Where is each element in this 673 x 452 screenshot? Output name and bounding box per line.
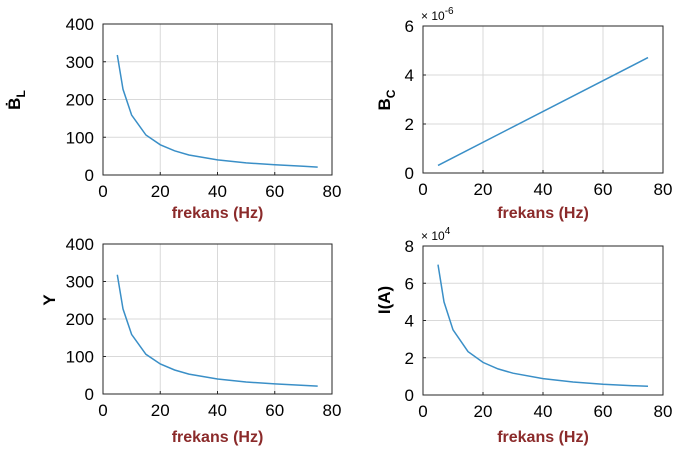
- y-tick-label: 400: [66, 235, 94, 254]
- x-tick-label: 0: [98, 401, 107, 420]
- x-axis-label: frekans (Hz): [172, 429, 264, 446]
- series-line-1: [437, 56, 649, 167]
- y-tick-label: 300: [66, 53, 94, 72]
- x-tick-label: 0: [418, 402, 427, 421]
- x-tick-label: 20: [474, 180, 493, 199]
- subplot-1: 0 20 40 60 80 0 100 200 300 400 frekans (Hz) ḂL: [5, 15, 341, 222]
- y-tick-label: 6: [405, 274, 414, 293]
- y-axis-label: ḂL: [5, 90, 28, 110]
- y-tick-label: 8: [405, 237, 414, 256]
- x-tick-label: 40: [208, 401, 227, 420]
- y-tick-label: 2: [405, 349, 414, 368]
- subplot-4: 0 20 40 60 80 0 2 4 6 8 × 104 frekans (Hz) I(A): [375, 226, 672, 446]
- y-tick-label: 300: [66, 273, 94, 292]
- x-tick-label: 80: [323, 401, 342, 420]
- subplot-2: 0 20 40 60 80 0 2 4 6 × 10-6 frekans (Hz) BC: [375, 6, 672, 222]
- x-tick-label: 80: [323, 182, 342, 201]
- x-tick-label: 60: [594, 180, 613, 199]
- x-axis-label: frekans (Hz): [497, 205, 589, 222]
- x-tick-label: 60: [594, 402, 613, 421]
- y-tick-label: 6: [405, 17, 414, 36]
- x-tick-label: 40: [534, 180, 553, 199]
- series-line-1: [116, 54, 318, 168]
- y-axis-label: I(A): [375, 286, 394, 314]
- x-tick-label: 80: [654, 180, 673, 199]
- y-tick-label: 4: [405, 66, 414, 85]
- y-tick-label: 400: [66, 15, 94, 34]
- x-tick-label: 20: [474, 402, 493, 421]
- y-tick-label: 4: [405, 312, 414, 331]
- x-tick-label: 20: [151, 182, 170, 201]
- x-axis-label: frekans (Hz): [497, 429, 589, 446]
- y-tick-label: 100: [66, 128, 94, 147]
- x-tick-label: 40: [534, 402, 553, 421]
- x-axis-label: frekans (Hz): [172, 205, 264, 222]
- x-tick-label: 20: [151, 401, 170, 420]
- y-tick-label: 0: [405, 164, 414, 183]
- y-tick-label: 0: [85, 385, 94, 404]
- x-tick-label: 80: [654, 402, 673, 421]
- x-tick-label: 60: [265, 401, 284, 420]
- series-line-1: [116, 274, 318, 387]
- y-tick-label: 200: [66, 91, 94, 110]
- subplot-3: 0 20 40 60 80 0 100 200 300 400 frekans (Hz) Y: [40, 235, 341, 446]
- y-tick-label: 0: [405, 386, 414, 405]
- axis-multiplier: × 104: [421, 226, 451, 243]
- y-tick-label: 200: [66, 310, 94, 329]
- axis-multiplier: × 10-6: [421, 6, 454, 23]
- y-axis-label: BC: [375, 89, 398, 110]
- y-tick-label: 100: [66, 348, 94, 367]
- y-tick-label: 2: [405, 115, 414, 134]
- series-line-1: [437, 264, 649, 387]
- x-tick-label: 60: [265, 182, 284, 201]
- y-tick-label: 0: [85, 166, 94, 185]
- x-tick-label: 0: [98, 182, 107, 201]
- y-axis-label: Y: [40, 294, 59, 306]
- x-tick-label: 0: [418, 180, 427, 199]
- x-tick-label: 40: [208, 182, 227, 201]
